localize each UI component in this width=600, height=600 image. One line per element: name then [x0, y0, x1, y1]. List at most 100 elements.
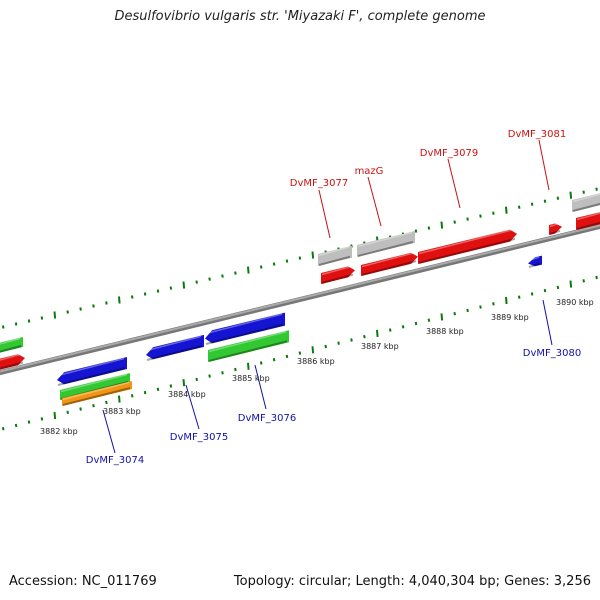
scale-tick: [453, 312, 456, 316]
scale-tick: [130, 295, 134, 299]
scale-tick: [66, 410, 69, 414]
scale-tick: [311, 251, 315, 259]
scale-tick: [27, 420, 31, 424]
map-title: Desulfovibrio vulgaris str. 'Miyazaki F'…: [114, 9, 486, 24]
scale-tick: [247, 362, 250, 370]
scale-tick: [492, 302, 495, 306]
scale-tick: [79, 407, 82, 411]
scale-tick: [453, 220, 456, 224]
scale-label-3883: 3883 kbp: [103, 407, 141, 416]
gene-red-3081: [549, 222, 562, 235]
scale-tick: [401, 325, 405, 329]
scale-ticks: [1, 187, 598, 431]
scale-tick: [595, 187, 598, 191]
scale-tick: [388, 328, 392, 332]
scale-tick: [569, 191, 573, 199]
scale-tick: [272, 262, 276, 266]
scale-labels: 3882 kbp 3883 kbp 3884 kbp 3885 kbp 3886…: [40, 298, 594, 436]
scale-tick: [169, 286, 173, 290]
scale-tick: [492, 211, 495, 215]
scale-tick: [517, 205, 521, 209]
label-leader-lines: [102, 139, 553, 454]
scale-tick: [118, 296, 121, 304]
gene-label-dvmf-3081: DvMF_3081: [508, 129, 566, 140]
scale-tick: [543, 199, 547, 203]
scale-tick: [182, 281, 186, 289]
scale-tick: [79, 307, 82, 311]
gene-label-dvmf-3075: DvMF_3075: [170, 432, 228, 443]
scale-tick: [569, 280, 573, 288]
accession-text: Accession: NC_011769: [9, 574, 157, 589]
scale-tick: [530, 292, 534, 296]
scale-tick: [556, 285, 560, 290]
scale-tick: [479, 214, 482, 218]
gene-green-3076: [208, 330, 289, 362]
scale-tick: [259, 265, 263, 269]
scale-tick: [466, 217, 469, 221]
scale-label-3888: 3888 kbp: [426, 327, 464, 336]
scale-label-3886: 3886 kbp: [297, 357, 335, 366]
scale-tick: [92, 404, 95, 408]
gene-orange-3074: [62, 381, 132, 406]
gene-blue-3076: [205, 312, 285, 345]
gene-gray-mazg: [357, 230, 415, 257]
scale-tick: [195, 377, 198, 382]
scale-tick: [208, 374, 211, 378]
scale-label-3882: 3882 kbp: [40, 427, 78, 436]
scale-tick: [414, 229, 418, 233]
gene-red-mazg: [361, 251, 418, 276]
scale-tick: [298, 256, 302, 260]
scale-tick: [505, 296, 508, 305]
scale-tick: [285, 259, 289, 263]
gene-blue-3080: [528, 255, 542, 268]
scale-tick: [440, 313, 444, 321]
gene-label-dvmf-3077: DvMF_3077: [290, 178, 348, 189]
scale-tick: [208, 277, 211, 281]
scale-tick: [182, 379, 186, 387]
scale-tick: [479, 305, 482, 309]
scale-tick: [363, 335, 366, 339]
scale-tick: [272, 358, 276, 362]
scale-label-3887: 3887 kbp: [361, 342, 399, 351]
gene-features: [0, 193, 600, 406]
scale-tick: [556, 196, 560, 200]
scale-tick: [40, 417, 44, 421]
scale-tick: [427, 226, 431, 230]
scale-tick: [221, 274, 224, 278]
scale-tick: [169, 384, 173, 388]
scale-tick: [376, 329, 379, 337]
scale-tick: [118, 395, 121, 403]
scale-tick: [195, 280, 198, 284]
gene-red-3077: [321, 265, 355, 284]
scale-tick: [259, 361, 263, 365]
scale-tick: [311, 346, 315, 354]
gene-label-dvmf-3074: DvMF_3074: [86, 455, 144, 466]
scale-tick: [143, 390, 147, 395]
scale-label-3885: 3885 kbp: [232, 374, 270, 383]
gene-blue-3075: [146, 334, 204, 361]
scale-tick: [66, 310, 69, 314]
scale-label-3889: 3889 kbp: [491, 313, 529, 322]
scale-tick: [14, 322, 18, 326]
scale-tick: [27, 319, 31, 323]
gene-green-left: [0, 337, 23, 353]
scale-tick: [14, 423, 18, 428]
scale-tick: [130, 394, 134, 398]
scale-tick: [466, 308, 469, 313]
scale-tick: [221, 371, 224, 375]
scale-tick: [105, 301, 108, 305]
gene-red-right: [576, 212, 600, 230]
scale-tick: [285, 354, 289, 359]
scale-tick: [298, 351, 302, 355]
gene-label-dvmf-3080: DvMF_3080: [523, 348, 581, 359]
gene-label-mazg: mazG: [355, 166, 384, 177]
scale-tick: [53, 412, 57, 420]
scale-tick: [53, 311, 57, 319]
scale-tick: [143, 292, 147, 296]
scale-tick: [156, 387, 160, 391]
gene-blue-3074: [57, 357, 127, 386]
scale-tick: [1, 427, 5, 431]
scale-tick: [543, 288, 547, 293]
